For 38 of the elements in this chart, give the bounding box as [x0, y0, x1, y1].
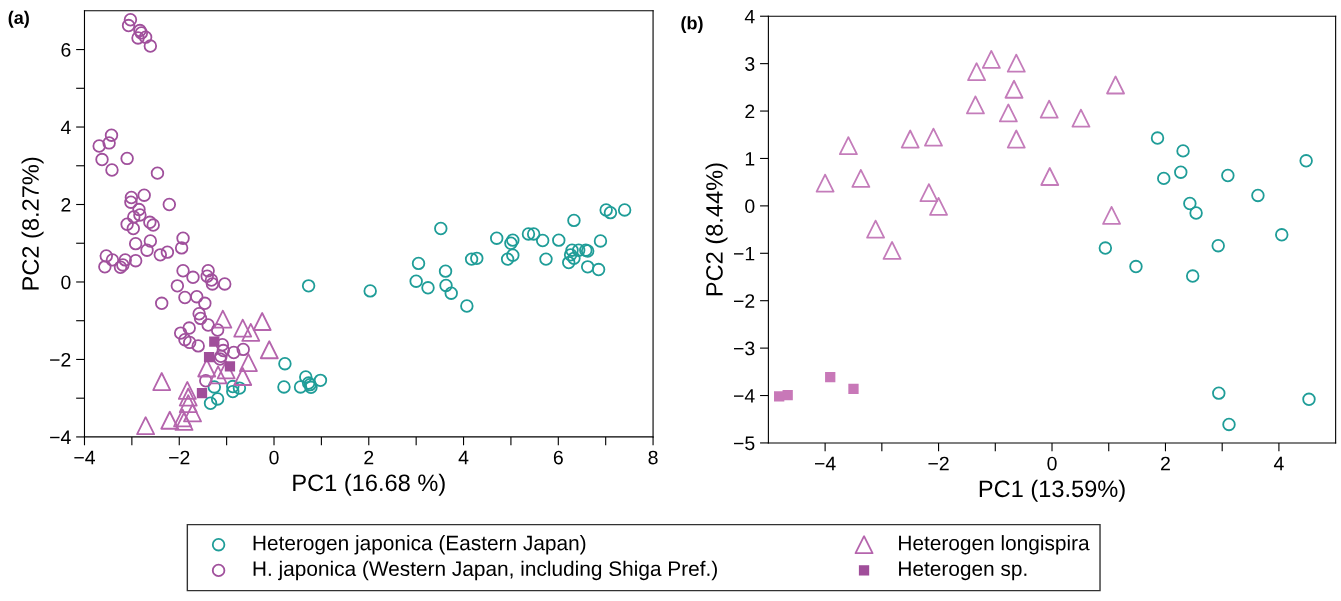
y-tick-label: 2: [745, 104, 755, 119]
x-tick-label: 2: [364, 450, 374, 465]
y-tick-label: −1: [733, 246, 755, 261]
y-tick-label: −4: [733, 389, 755, 403]
y-tick-label: −4: [50, 430, 71, 444]
y-tick-label: 2: [61, 197, 71, 212]
legend-label: H. japonica (Western Japan, including Shiga Pref.): [253, 560, 717, 581]
x-tick-label: −2: [928, 456, 949, 471]
x-tick-label: 0: [1047, 456, 1057, 471]
y-tick-label: −2: [50, 352, 71, 367]
legend-label: Heterogen japonica (Eastern Japan): [253, 535, 586, 555]
y-tick-label: 0: [61, 275, 71, 290]
x-tick-label: 4: [1273, 456, 1284, 471]
x-tick-label: −2: [169, 450, 190, 465]
x-axis-title: PC1 (13.59%): [979, 479, 1125, 502]
x-tick-label: −4: [74, 450, 95, 465]
x-axis-title: PC1 (16.68 %): [293, 473, 445, 496]
x-tick-label: 4: [458, 450, 469, 465]
y-tick-label: 6: [61, 43, 71, 57]
y-tick-label: 4: [744, 9, 755, 24]
chart-title: (b): [681, 16, 703, 34]
y-tick-label: −5: [733, 436, 755, 451]
chart-title: (a): [8, 10, 29, 28]
y-tick-label: 4: [60, 120, 71, 135]
y-axis-title: PC2 (8.27%): [21, 157, 44, 290]
x-tick-label: 2: [1161, 456, 1170, 471]
legend-label: Heterogen longispira: [899, 535, 1090, 555]
y-tick-label: 0: [745, 199, 755, 214]
y-tick-label: −3: [733, 341, 755, 356]
legend-label: Heterogen sp.: [899, 561, 1027, 581]
x-tick-label: −4: [814, 456, 836, 471]
y-tick-label: −2: [733, 294, 755, 308]
x-tick-label: 8: [648, 450, 658, 465]
x-tick-label: 0: [269, 450, 279, 465]
y-tick-label: 3: [745, 57, 755, 71]
y-tick-label: 1: [745, 152, 755, 166]
x-tick-label: 6: [553, 450, 563, 465]
y-axis-title: PC2 (8.44%): [705, 163, 728, 296]
